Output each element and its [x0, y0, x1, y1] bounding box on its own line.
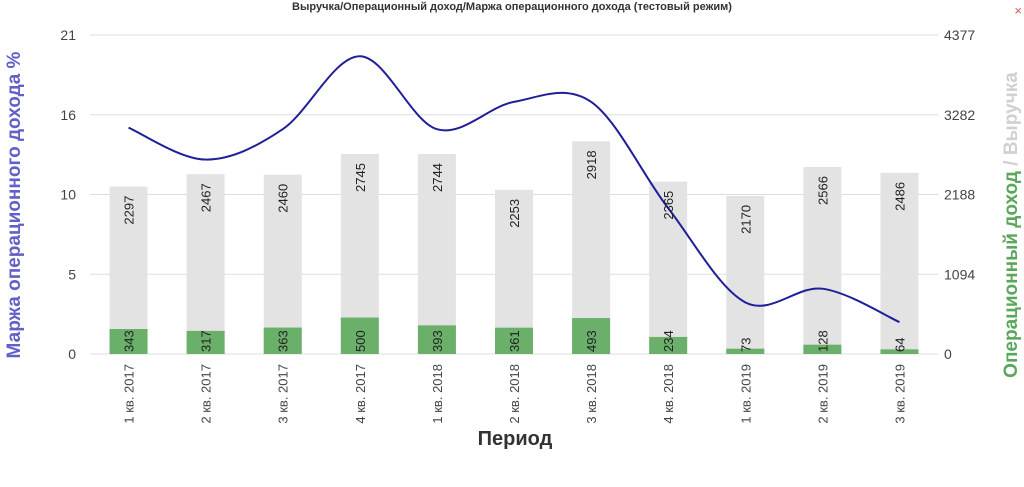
y-left-tick-label: 16	[60, 107, 76, 123]
x-category-label: 2 кв. 2017	[199, 364, 214, 424]
operating-income-bar	[803, 344, 842, 354]
operating-income-bar	[109, 329, 148, 354]
x-category-label: 3 кв. 2018	[584, 364, 599, 424]
operating-income-data-label: 234	[661, 330, 676, 352]
revenue-data-label: 2365	[661, 191, 676, 220]
y-right-tick-label: 3282	[944, 107, 975, 123]
operating-income-data-label: 128	[815, 330, 830, 352]
revenue-bar	[263, 174, 302, 354]
operating-income-data-label: 317	[199, 330, 214, 352]
revenue-data-label: 2486	[892, 182, 907, 211]
y-left-axis-title: Маржа операционного дохода %	[4, 51, 25, 358]
x-category-label: 1 кв. 2019	[738, 364, 753, 424]
x-category-label: 4 кв. 2017	[353, 364, 368, 424]
operating-income-data-label: 73	[738, 338, 753, 352]
revenue-data-label: 2297	[122, 196, 137, 225]
revenue-bar	[803, 166, 842, 354]
margin-line	[128, 55, 900, 324]
y-left-tick-label: 21	[60, 27, 76, 43]
y-left-tick-label: 5	[68, 266, 76, 282]
revenue-bar	[726, 195, 765, 354]
x-category-label: 1 кв. 2017	[122, 364, 137, 424]
y-right-tick-label: 0	[944, 346, 952, 362]
y-left-tick-label: 10	[60, 187, 76, 203]
y-left-tick-label: 0	[68, 346, 76, 362]
margin-series-line	[128, 55, 900, 324]
revenue-bar	[109, 186, 148, 354]
x-category-label: 2 кв. 2018	[507, 364, 522, 424]
revenue-bar	[186, 174, 225, 354]
x-category-label: 3 кв. 2017	[276, 364, 291, 424]
operating-income-data-label: 363	[276, 330, 291, 352]
revenue-data-label: 2566	[815, 176, 830, 205]
y-right-tick-label: 2188	[944, 187, 975, 203]
operating-income-bar	[726, 348, 765, 354]
chart-title: Выручка/Операционный доход/Маржа операци…	[292, 1, 732, 13]
operating-income-data-label: 361	[507, 330, 522, 352]
x-category-label: 4 кв. 2018	[661, 364, 676, 424]
revenue-data-label: 2253	[507, 199, 522, 228]
operating-income-data-label: 493	[584, 330, 599, 352]
operating-income-bar	[880, 349, 919, 354]
operating-income-bar	[649, 336, 688, 354]
operating-income-bar	[417, 325, 456, 354]
revenue-data-label: 2745	[353, 163, 368, 192]
close-icon[interactable]: ×	[1014, 3, 1022, 18]
x-category-label: 2 кв. 2019	[815, 364, 830, 424]
y-right-tick-label: 1094	[944, 266, 975, 282]
operating-income-bar	[186, 330, 225, 354]
revenue-data-label: 2918	[584, 150, 599, 179]
y-right-axis-title: Операционный доход / Выручка	[1001, 72, 1022, 378]
x-category-label: 3 кв. 2019	[892, 364, 907, 424]
operating-income-bar	[263, 327, 302, 354]
revenue-bar	[495, 189, 533, 354]
revenue-bar	[880, 172, 919, 354]
x-category-label: 1 кв. 2018	[430, 364, 445, 424]
operating-income-bar	[340, 317, 379, 354]
x-axis-title: Период	[478, 428, 553, 450]
revenue-data-label: 2467	[199, 183, 214, 212]
data-labels: 2297 343 2467 317 2460 363 2745 500 2744 393 2253 3…	[122, 150, 908, 352]
operating-income-data-label: 393	[430, 330, 445, 352]
y-right-axis-title-operating-income: Операционный доход	[1001, 171, 1022, 378]
operating-income-data-label: 500	[353, 330, 368, 352]
axes: 0 5 10 16 21 0 1094 2188 3282 4377 1 кв. 2017 2 кв.…	[4, 27, 1022, 450]
operating-income-data-label: 343	[122, 330, 137, 352]
revenue-data-label: 2170	[738, 205, 753, 234]
operating-income-data-label: 64	[892, 338, 907, 352]
y-right-axis-title-separator: /	[1001, 155, 1022, 171]
revenue-data-label: 2460	[276, 184, 291, 213]
operating-income-bar	[495, 327, 533, 354]
y-right-tick-label: 4377	[944, 27, 975, 43]
bars	[109, 141, 919, 354]
revenue-data-label: 2744	[430, 163, 445, 192]
y-right-axis-title-revenue: Выручка	[1001, 72, 1022, 155]
revenue-bar	[649, 181, 688, 354]
operating-income-bar	[572, 318, 611, 354]
revenue-bar	[417, 154, 456, 354]
